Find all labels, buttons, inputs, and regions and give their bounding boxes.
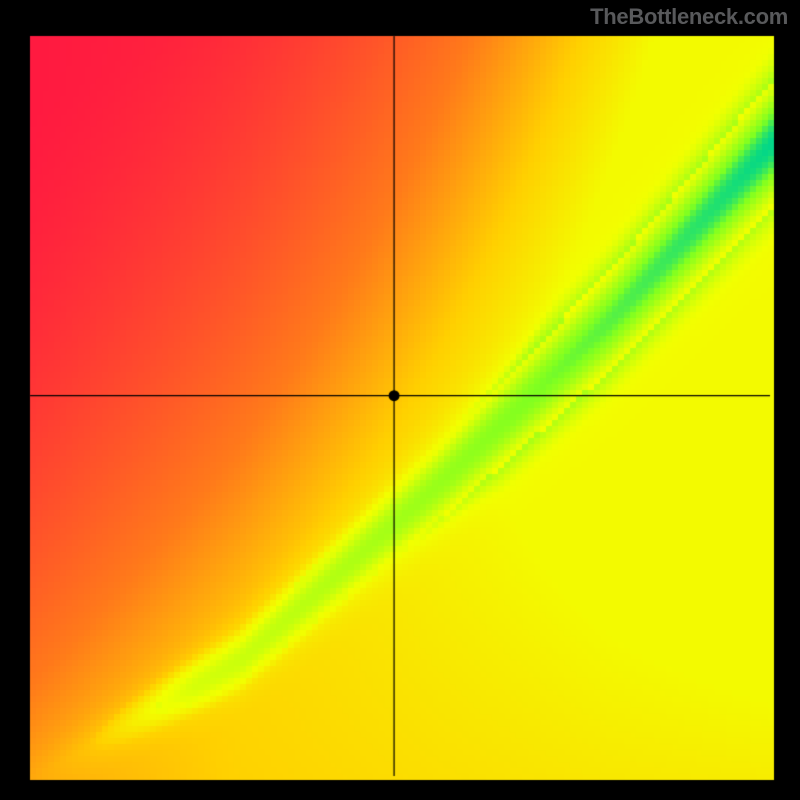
watermark-text: TheBottleneck.com (590, 4, 788, 30)
chart-container: { "watermark_text": "TheBottleneck.com",… (0, 0, 800, 800)
crosshair-canvas (0, 0, 800, 800)
